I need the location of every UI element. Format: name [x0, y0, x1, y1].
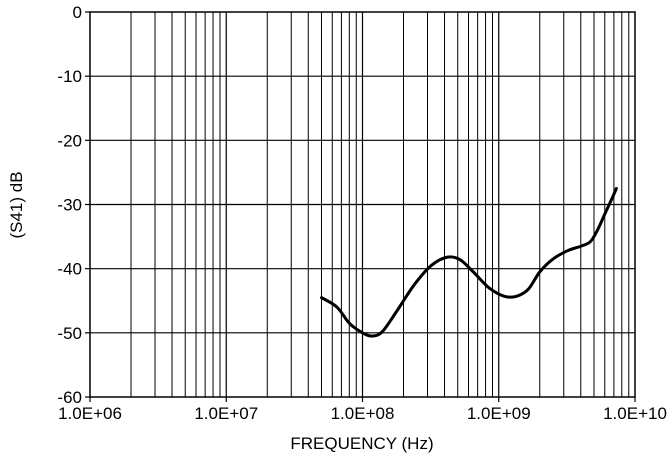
x-tick-label: 1.0E+09	[467, 404, 531, 423]
y-tick-label: -40	[57, 260, 82, 279]
x-tick-label: 1.0E+10	[603, 404, 667, 423]
series-line	[319, 186, 618, 338]
x-tick-labels: 1.0E+06 1.0E+07 1.0E+08 1.0E+09 1.0E+10	[58, 397, 667, 423]
x-tick-label: 1.0E+06	[58, 404, 122, 423]
x-tick-label: 1.0E+08	[331, 404, 395, 423]
y-axis-title: (S41) dB	[7, 171, 26, 238]
x-tick-label: 1.0E+07	[194, 404, 258, 423]
y-tick-label: -10	[57, 67, 82, 86]
x-axis-title: FREQUENCY (Hz)	[290, 434, 433, 453]
y-tick-labels: 0 -10 -20 -30 -40 -50 -60	[57, 3, 90, 407]
y-tick-label: -20	[57, 131, 82, 150]
grid	[90, 12, 635, 397]
y-tick-label: 0	[73, 3, 82, 22]
y-tick-label: -60	[57, 388, 82, 407]
y-tick-label: -50	[57, 324, 82, 343]
y-tick-label: -30	[57, 196, 82, 215]
series-layer	[319, 186, 618, 338]
